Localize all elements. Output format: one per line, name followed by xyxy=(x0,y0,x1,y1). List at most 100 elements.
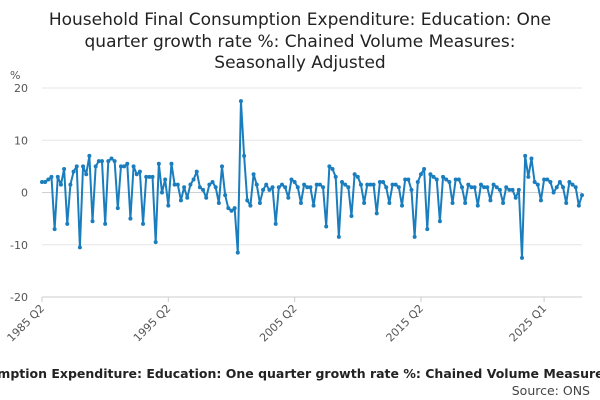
data-point xyxy=(403,177,408,182)
data-point xyxy=(93,164,98,169)
data-point xyxy=(535,182,540,187)
data-point xyxy=(216,200,221,205)
data-point xyxy=(245,198,250,203)
y-tick-label: 20 xyxy=(14,82,28,95)
data-point xyxy=(409,187,414,192)
y-tick-label: 10 xyxy=(14,134,28,147)
data-point xyxy=(106,159,111,164)
data-point xyxy=(141,221,146,226)
data-point xyxy=(387,200,392,205)
source-label: Source: ONS xyxy=(512,383,590,398)
data-point xyxy=(169,161,174,166)
data-point xyxy=(362,200,367,205)
data-point xyxy=(84,172,89,177)
x-axis-ticks: 1985 Q2 1995 Q2 2005 Q2 2015 Q2 2025 Q1 xyxy=(5,297,550,345)
data-point xyxy=(311,203,316,208)
data-point xyxy=(355,174,360,179)
data-point xyxy=(324,224,329,229)
y-tick-label: -10 xyxy=(10,239,28,252)
y-tick-label: -20 xyxy=(10,291,28,304)
title-line-1: Household Final Consumption Expenditure:… xyxy=(49,10,551,30)
data-point xyxy=(321,185,326,190)
data-point xyxy=(447,180,452,185)
data-point xyxy=(43,180,48,185)
series-line xyxy=(42,100,583,259)
data-point xyxy=(62,166,67,171)
data-point xyxy=(207,182,212,187)
data-point xyxy=(182,185,187,190)
data-point xyxy=(504,185,509,190)
data-point xyxy=(336,234,341,239)
y-axis-ticks: 20 10 0 -10 -20 xyxy=(10,82,28,304)
data-point xyxy=(118,164,123,169)
data-point xyxy=(55,174,60,179)
data-point xyxy=(400,203,404,208)
data-point xyxy=(475,203,480,208)
data-point xyxy=(317,182,322,187)
data-point xyxy=(283,185,288,190)
data-point xyxy=(463,200,468,205)
data-point xyxy=(377,180,382,185)
data-point xyxy=(384,185,389,190)
data-point xyxy=(557,180,562,185)
data-point xyxy=(134,172,139,177)
data-point xyxy=(513,195,518,200)
data-point xyxy=(210,180,215,185)
data-point xyxy=(172,182,177,187)
data-point xyxy=(466,182,471,187)
data-point xyxy=(469,185,474,190)
x-tick-label: 2025 Q1 xyxy=(507,302,550,345)
data-point xyxy=(554,185,559,190)
x-tick-label: 1985 Q2 xyxy=(5,302,48,345)
data-point xyxy=(545,177,550,182)
data-point xyxy=(144,174,149,179)
data-point xyxy=(570,182,575,187)
data-point xyxy=(223,193,228,198)
data-point xyxy=(115,206,120,211)
data-point xyxy=(482,185,487,190)
data-point xyxy=(472,185,477,190)
data-point xyxy=(431,174,436,179)
y-axis-unit: % xyxy=(10,69,20,82)
data-point xyxy=(343,182,348,187)
data-point xyxy=(425,227,430,232)
data-point xyxy=(548,180,553,185)
data-point xyxy=(292,180,297,185)
data-point xyxy=(368,182,373,187)
data-point xyxy=(453,177,458,182)
data-point xyxy=(340,180,344,185)
data-point xyxy=(478,182,483,187)
x-tick-label: 1995 Q2 xyxy=(131,302,174,345)
data-point xyxy=(406,177,411,182)
legend-label: Household Final Consumption Expenditure:… xyxy=(0,366,600,381)
data-point xyxy=(444,177,449,182)
data-point xyxy=(220,164,224,169)
data-point xyxy=(166,203,171,208)
data-point xyxy=(450,200,455,205)
data-point xyxy=(576,203,581,208)
data-point xyxy=(374,211,379,216)
data-point xyxy=(494,185,499,190)
data-point xyxy=(551,190,556,195)
data-point xyxy=(178,198,183,203)
data-point xyxy=(358,182,363,187)
data-point xyxy=(229,208,234,213)
data-point xyxy=(314,182,319,187)
data-point xyxy=(567,180,572,185)
data-point xyxy=(96,159,101,164)
x-tick-label: 2015 Q2 xyxy=(384,302,427,345)
data-point xyxy=(501,200,506,205)
data-point xyxy=(460,185,464,190)
data-point xyxy=(103,221,108,226)
data-point xyxy=(526,174,531,179)
title-line-3: Seasonally Adjusted xyxy=(214,53,385,73)
data-point xyxy=(561,185,566,190)
data-point xyxy=(580,193,584,198)
data-point xyxy=(529,156,534,161)
data-point xyxy=(298,200,303,205)
data-point xyxy=(441,174,446,179)
data-point xyxy=(289,177,294,182)
data-point xyxy=(160,190,164,195)
data-point xyxy=(204,195,209,200)
data-point xyxy=(213,185,218,190)
